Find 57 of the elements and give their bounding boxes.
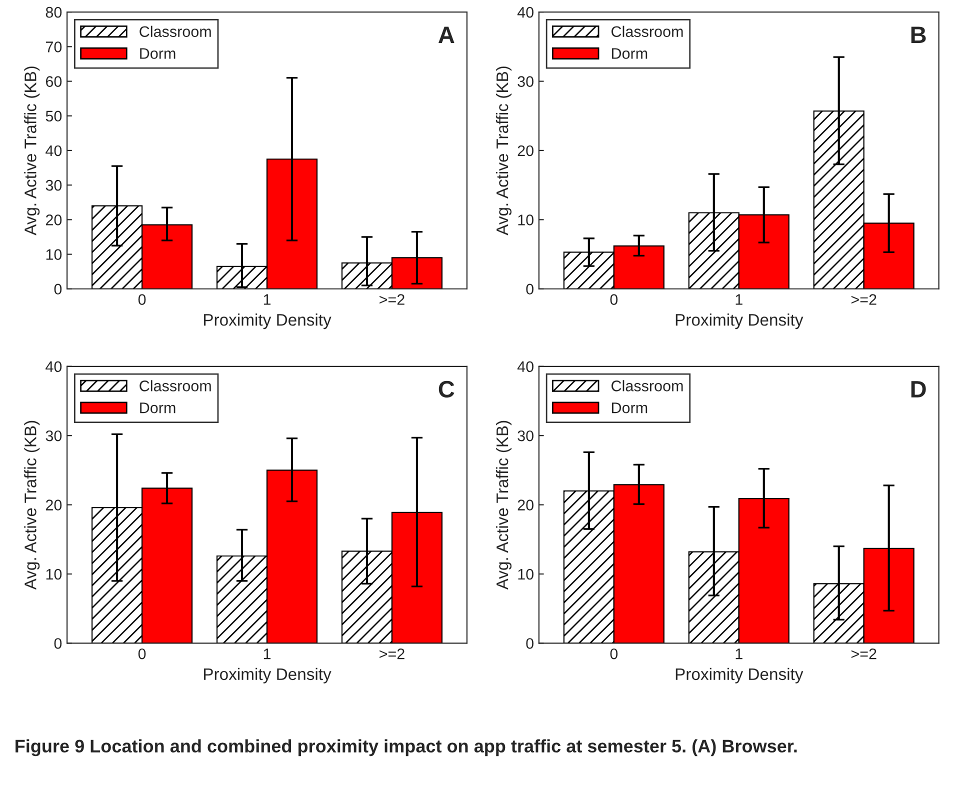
legend-label: Classroom	[612, 380, 683, 392]
legend-label: Dorm	[612, 48, 648, 59]
x-axis-title: Proximity Density	[676, 668, 804, 684]
y-tick-label: 20	[518, 145, 534, 156]
annotation: A	[438, 26, 454, 44]
y-tick-label: 20	[518, 500, 534, 510]
y-tick-label: 20	[46, 500, 62, 510]
x-axis-title: Proximity Density	[676, 314, 804, 330]
annotation: B	[911, 26, 926, 44]
y-tick-label: 40	[517, 361, 534, 372]
x-axis-title: Proximity Density	[204, 668, 332, 684]
y-tick-label: 60	[46, 76, 62, 87]
y-tick-label: 0	[526, 638, 534, 649]
y-tick-label: 0	[526, 284, 534, 295]
annotation: D	[911, 381, 926, 398]
y-axis-title: Avg. Active Traffic (KB)	[496, 420, 512, 590]
y-tick-label: 10	[46, 249, 62, 260]
annotation: C	[438, 380, 454, 398]
x-tick-label: 1	[264, 648, 271, 660]
y-tick-label: 20	[46, 214, 62, 226]
x-tick-label: >=2	[380, 648, 404, 660]
x-axis-title: Proximity Density	[204, 314, 332, 330]
y-tick-label: 80	[46, 6, 62, 18]
y-tick-label: 50	[46, 110, 62, 122]
y-tick-label: 30	[46, 430, 62, 442]
legend-label: Classroom	[140, 26, 211, 38]
y-tick-label: 70	[46, 42, 62, 52]
y-tick-label: 30	[46, 180, 62, 191]
y-tick-label: 10	[46, 568, 62, 580]
x-tick-label: 0	[138, 648, 146, 660]
y-tick-label: 10	[518, 214, 534, 226]
y-tick-label: 0	[54, 284, 62, 295]
y-axis-title: Avg. Active Traffic (KB)	[24, 66, 40, 236]
y-tick-label: 30	[518, 430, 534, 442]
y-tick-label: 30	[518, 76, 534, 87]
y-tick-label: 10	[518, 568, 534, 580]
legend-label: Classroom	[140, 380, 211, 392]
y-tick-label: 40	[517, 6, 534, 18]
y-tick-label: 40	[46, 361, 62, 372]
x-tick-label: >=2	[380, 294, 404, 305]
caption: Figure 9 Location and combined proximity impact on app traffic at semester 5. (A) Browser.	[16, 739, 797, 756]
x-tick-label: >=2	[851, 294, 876, 305]
x-tick-label: 0	[610, 294, 618, 305]
legend-label: Classroom	[612, 26, 683, 38]
legend-label: Dorm	[140, 48, 176, 59]
x-tick-label: 0	[138, 294, 146, 305]
y-tick-label: 0	[54, 638, 62, 649]
y-axis-title: Avg. Active Traffic (KB)	[24, 420, 40, 590]
x-tick-label: 1	[736, 648, 742, 660]
x-tick-label: 1	[736, 294, 742, 305]
x-tick-label: >=2	[851, 648, 876, 660]
x-tick-label: 0	[610, 648, 618, 660]
y-axis-title: Avg. Active Traffic (KB)	[496, 66, 512, 236]
legend-label: Dorm	[140, 402, 176, 414]
legend-label: Dorm	[612, 402, 648, 414]
x-tick-label: 1	[264, 294, 271, 305]
y-tick-label: 40	[46, 145, 62, 156]
